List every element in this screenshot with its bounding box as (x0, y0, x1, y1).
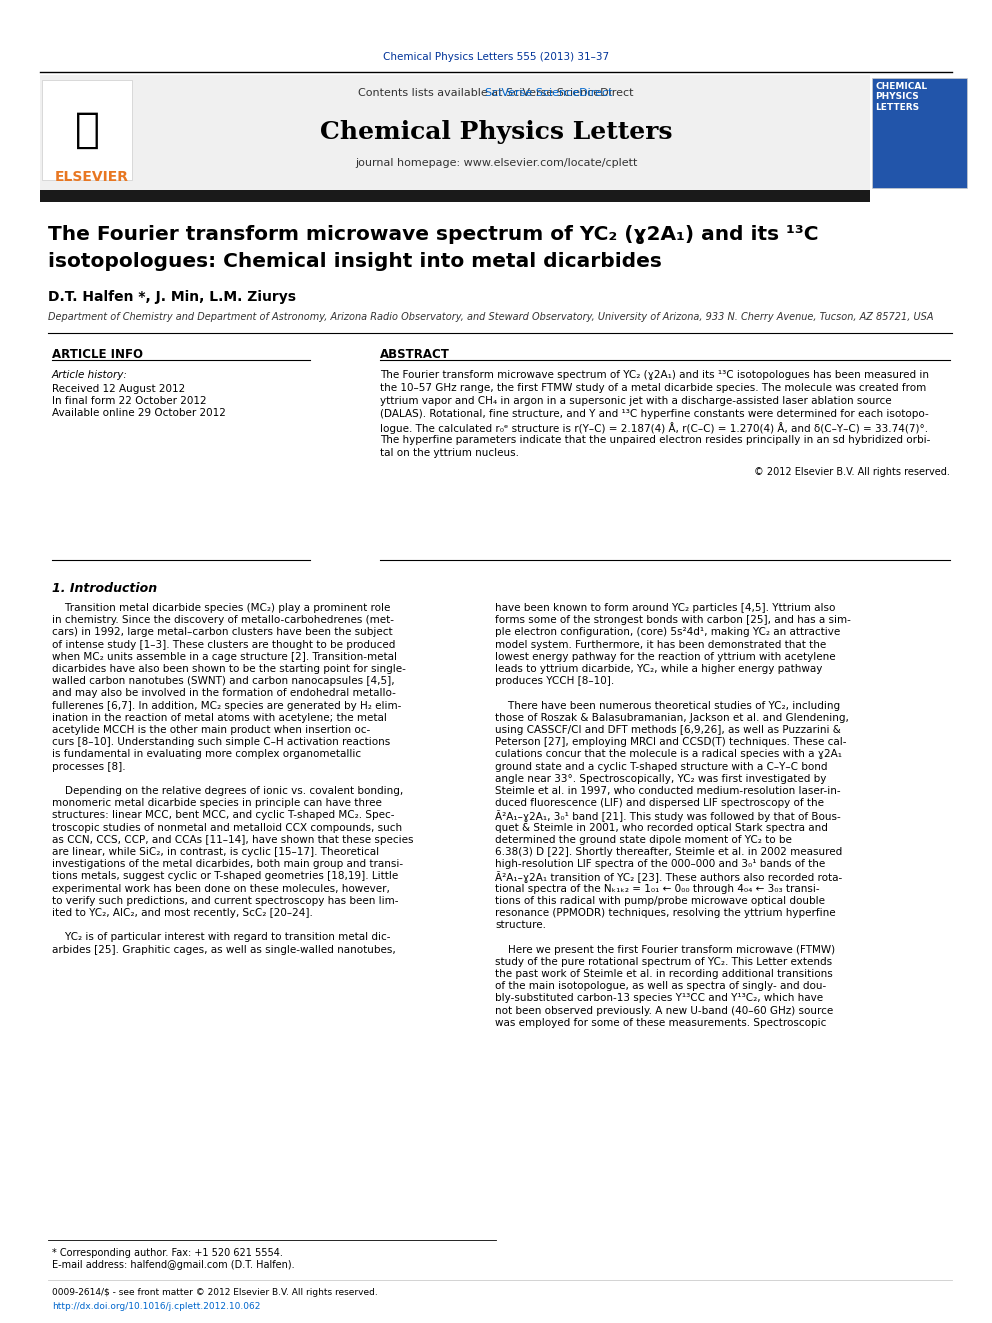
Text: logue. The calculated r₀ᵉ structure is r(Y–C) = 2.187(4) Å, r(C–C) = 1.270(4) Å,: logue. The calculated r₀ᵉ structure is r… (380, 422, 929, 434)
Text: The hyperfine parameters indicate that the unpaired electron resides principally: The hyperfine parameters indicate that t… (380, 435, 930, 445)
Text: * Corresponding author. Fax: +1 520 621 5554.: * Corresponding author. Fax: +1 520 621 … (52, 1248, 283, 1258)
Text: was employed for some of these measurements. Spectroscopic: was employed for some of these measureme… (495, 1017, 826, 1028)
Text: tional spectra of the Nₖ₁ₖ₂ = 1₀₁ ← 0₀₀ through 4₀₄ ← 3₀₃ transi-: tional spectra of the Nₖ₁ₖ₂ = 1₀₁ ← 0₀₀ … (495, 884, 819, 893)
Text: bly-substituted carbon-13 species Y¹³CC and Y¹³C₂, which have: bly-substituted carbon-13 species Y¹³CC … (495, 994, 823, 1003)
Text: (DALAS). Rotational, fine structure, and Y and ¹³C hyperfine constants were dete: (DALAS). Rotational, fine structure, and… (380, 409, 929, 419)
Text: resonance (PPMODR) techniques, resolving the yttrium hyperfine: resonance (PPMODR) techniques, resolving… (495, 908, 835, 918)
Text: Available online 29 October 2012: Available online 29 October 2012 (52, 407, 226, 418)
Text: determined the ground state dipole moment of YC₂ to be: determined the ground state dipole momen… (495, 835, 792, 845)
Text: experimental work has been done on these molecules, however,: experimental work has been done on these… (52, 884, 390, 893)
Text: The Fourier transform microwave spectrum of YC₂ (ɣ2A₁) and its ¹³C: The Fourier transform microwave spectrum… (48, 225, 818, 243)
Text: journal homepage: www.elsevier.com/locate/cplett: journal homepage: www.elsevier.com/locat… (355, 157, 637, 168)
Text: fullerenes [6,7]. In addition, MC₂ species are generated by H₂ elim-: fullerenes [6,7]. In addition, MC₂ speci… (52, 701, 402, 710)
Text: © 2012 Elsevier B.V. All rights reserved.: © 2012 Elsevier B.V. All rights reserved… (754, 467, 950, 478)
Text: CHEMICAL
PHYSICS
LETTERS: CHEMICAL PHYSICS LETTERS (875, 82, 928, 112)
Text: model system. Furthermore, it has been demonstrated that the: model system. Furthermore, it has been d… (495, 639, 826, 650)
Text: forms some of the strongest bonds with carbon [25], and has a sim-: forms some of the strongest bonds with c… (495, 615, 851, 626)
Text: http://dx.doi.org/10.1016/j.cplett.2012.10.062: http://dx.doi.org/10.1016/j.cplett.2012.… (52, 1302, 260, 1311)
Text: culations concur that the molecule is a radical species with a ɣ2A₁: culations concur that the molecule is a … (495, 749, 842, 759)
Text: Chemical Physics Letters: Chemical Physics Letters (319, 120, 673, 144)
Text: The Fourier transform microwave spectrum of YC₂ (ɣ2A₁) and its ¹³C isotopologues: The Fourier transform microwave spectrum… (380, 370, 929, 380)
Text: ination in the reaction of metal atoms with acetylene; the metal: ination in the reaction of metal atoms w… (52, 713, 387, 722)
Text: Ã²A₁–ɣ2A₁, 3₀¹ band [21]. This study was followed by that of Bous-: Ã²A₁–ɣ2A₁, 3₀¹ band [21]. This study was… (495, 811, 841, 823)
Text: produces YCCH [8–10].: produces YCCH [8–10]. (495, 676, 614, 687)
Text: tions metals, suggest cyclic or T-shaped geometries [18,19]. Little: tions metals, suggest cyclic or T-shaped… (52, 872, 398, 881)
Text: not been observed previously. A new U-band (40–60 GHz) source: not been observed previously. A new U-ba… (495, 1005, 833, 1016)
Text: of intense study [1–3]. These clusters are thought to be produced: of intense study [1–3]. These clusters a… (52, 639, 396, 650)
Text: walled carbon nanotubes (SWNT) and carbon nanocapsules [4,5],: walled carbon nanotubes (SWNT) and carbo… (52, 676, 395, 687)
Text: the past work of Steimle et al. in recording additional transitions: the past work of Steimle et al. in recor… (495, 968, 832, 979)
Text: Department of Chemistry and Department of Astronomy, Arizona Radio Observatory, : Department of Chemistry and Department o… (48, 312, 933, 321)
Text: cars) in 1992, large metal–carbon clusters have been the subject: cars) in 1992, large metal–carbon cluste… (52, 627, 393, 638)
Text: D.T. Halfen *, J. Min, L.M. Ziurys: D.T. Halfen *, J. Min, L.M. Ziurys (48, 290, 296, 304)
Text: ABSTRACT: ABSTRACT (380, 348, 450, 361)
Text: In final form 22 October 2012: In final form 22 October 2012 (52, 396, 206, 406)
Text: ground state and a cyclic T-shaped structure with a C–Y–C bond: ground state and a cyclic T-shaped struc… (495, 762, 827, 771)
Text: isotopologues: Chemical insight into metal dicarbides: isotopologues: Chemical insight into met… (48, 251, 662, 271)
Text: Steimle et al. in 1997, who conducted medium-resolution laser-in-: Steimle et al. in 1997, who conducted me… (495, 786, 840, 796)
Text: duced fluorescence (LIF) and dispersed LIF spectroscopy of the: duced fluorescence (LIF) and dispersed L… (495, 798, 824, 808)
Text: Article history:: Article history: (52, 370, 128, 380)
Text: monomeric metal dicarbide species in principle can have three: monomeric metal dicarbide species in pri… (52, 798, 382, 808)
Text: acetylide MCCH is the other main product when insertion oc-: acetylide MCCH is the other main product… (52, 725, 370, 736)
Text: Transition metal dicarbide species (MC₂) play a prominent role: Transition metal dicarbide species (MC₂)… (52, 603, 391, 613)
Text: troscopic studies of nonmetal and metalloid CCX compounds, such: troscopic studies of nonmetal and metall… (52, 823, 402, 832)
Text: angle near 33°. Spectroscopically, YC₂ was first investigated by: angle near 33°. Spectroscopically, YC₂ w… (495, 774, 826, 783)
Text: Received 12 August 2012: Received 12 August 2012 (52, 384, 186, 394)
Text: YC₂ is of particular interest with regard to transition metal dic-: YC₂ is of particular interest with regar… (52, 933, 391, 942)
Text: SciVerse ScienceDirect: SciVerse ScienceDirect (380, 89, 612, 98)
Text: 0009-2614/$ - see front matter © 2012 Elsevier B.V. All rights reserved.: 0009-2614/$ - see front matter © 2012 El… (52, 1289, 378, 1297)
Text: tions of this radical with pump/probe microwave optical double: tions of this radical with pump/probe mi… (495, 896, 825, 906)
Text: Chemical Physics Letters 555 (2013) 31–37: Chemical Physics Letters 555 (2013) 31–3… (383, 52, 609, 62)
Text: lowest energy pathway for the reaction of yttrium with acetylene: lowest energy pathway for the reaction o… (495, 652, 835, 662)
FancyBboxPatch shape (872, 78, 967, 188)
Text: high-resolution LIF spectra of the 000–000 and 3₀¹ bands of the: high-resolution LIF spectra of the 000–0… (495, 859, 825, 869)
Text: dicarbides have also been shown to be the starting point for single-: dicarbides have also been shown to be th… (52, 664, 406, 673)
Text: study of the pure rotational spectrum of YC₂. This Letter extends: study of the pure rotational spectrum of… (495, 957, 832, 967)
Text: Peterson [27], employing MRCI and CCSD(T) techniques. These cal-: Peterson [27], employing MRCI and CCSD(T… (495, 737, 846, 747)
Text: ARTICLE INFO: ARTICLE INFO (52, 348, 143, 361)
Text: those of Roszak & Balasubramanian, Jackson et al. and Glendening,: those of Roszak & Balasubramanian, Jacks… (495, 713, 849, 722)
Text: processes [8].: processes [8]. (52, 762, 126, 771)
Text: when MC₂ units assemble in a cage structure [2]. Transition-metal: when MC₂ units assemble in a cage struct… (52, 652, 397, 662)
Text: Contents lists available at SciVerse ScienceDirect: Contents lists available at SciVerse Sci… (358, 89, 634, 98)
Text: investigations of the metal dicarbides, both main group and transi-: investigations of the metal dicarbides, … (52, 859, 403, 869)
Text: 6.38(3) D [22]. Shortly thereafter, Steimle et al. in 2002 measured: 6.38(3) D [22]. Shortly thereafter, Stei… (495, 847, 842, 857)
Text: structures: linear MCC, bent MCC, and cyclic T-shaped MC₂. Spec-: structures: linear MCC, bent MCC, and cy… (52, 811, 395, 820)
Text: of the main isotopologue, as well as spectra of singly- and dou-: of the main isotopologue, as well as spe… (495, 982, 826, 991)
Text: Ã²A₁–ɣ2A₁ transition of YC₂ [23]. These authors also recorded rota-: Ã²A₁–ɣ2A₁ transition of YC₂ [23]. These … (495, 872, 842, 884)
Text: quet & Steimle in 2001, who recorded optical Stark spectra and: quet & Steimle in 2001, who recorded opt… (495, 823, 828, 832)
Text: Depending on the relative degrees of ionic vs. covalent bonding,: Depending on the relative degrees of ion… (52, 786, 404, 796)
Text: yttrium vapor and CH₄ in argon in a supersonic jet with a discharge-assisted las: yttrium vapor and CH₄ in argon in a supe… (380, 396, 892, 406)
Text: structure.: structure. (495, 921, 546, 930)
Text: the 10–57 GHz range, the first FTMW study of a metal dicarbide species. The mole: the 10–57 GHz range, the first FTMW stud… (380, 382, 927, 393)
Text: in chemistry. Since the discovery of metallo-carbohedrenes (met-: in chemistry. Since the discovery of met… (52, 615, 394, 626)
Text: and may also be involved in the formation of endohedral metallo-: and may also be involved in the formatio… (52, 688, 396, 699)
Text: ELSEVIER: ELSEVIER (55, 169, 129, 184)
Text: tal on the yttrium nucleus.: tal on the yttrium nucleus. (380, 448, 519, 458)
Text: ple electron configuration, (core) 5s²4d¹, making YC₂ an attractive: ple electron configuration, (core) 5s²4d… (495, 627, 840, 638)
Text: using CASSCF/CI and DFT methods [6,9,26], as well as Puzzarini &: using CASSCF/CI and DFT methods [6,9,26]… (495, 725, 841, 736)
Text: 1. Introduction: 1. Introduction (52, 582, 157, 595)
Text: ited to YC₂, AlC₂, and most recently, ScC₂ [20–24].: ited to YC₂, AlC₂, and most recently, Sc… (52, 908, 312, 918)
FancyBboxPatch shape (40, 75, 870, 191)
Text: 🌳: 🌳 (74, 108, 99, 151)
Text: There have been numerous theoretical studies of YC₂, including: There have been numerous theoretical stu… (495, 701, 840, 710)
Text: to verify such predictions, and current spectroscopy has been lim-: to verify such predictions, and current … (52, 896, 399, 906)
Text: have been known to form around YC₂ particles [4,5]. Yttrium also: have been known to form around YC₂ parti… (495, 603, 835, 613)
FancyBboxPatch shape (40, 191, 870, 202)
Text: is fundamental in evaluating more complex organometallic: is fundamental in evaluating more comple… (52, 749, 361, 759)
Text: as CCN, CCS, CCP, and CCAs [11–14], have shown that these species: as CCN, CCS, CCP, and CCAs [11–14], have… (52, 835, 414, 845)
FancyBboxPatch shape (42, 79, 132, 180)
Text: Here we present the first Fourier transform microwave (FTMW): Here we present the first Fourier transf… (495, 945, 835, 955)
Text: arbides [25]. Graphitic cages, as well as single-walled nanotubes,: arbides [25]. Graphitic cages, as well a… (52, 945, 396, 955)
Text: leads to yttrium dicarbide, YC₂, while a higher energy pathway: leads to yttrium dicarbide, YC₂, while a… (495, 664, 822, 673)
Text: are linear, while SiC₂, in contrast, is cyclic [15–17]. Theoretical: are linear, while SiC₂, in contrast, is … (52, 847, 379, 857)
Text: curs [8–10]. Understanding such simple C–H activation reactions: curs [8–10]. Understanding such simple C… (52, 737, 390, 747)
Text: E-mail address: halfend@gmail.com (D.T. Halfen).: E-mail address: halfend@gmail.com (D.T. … (52, 1259, 295, 1270)
